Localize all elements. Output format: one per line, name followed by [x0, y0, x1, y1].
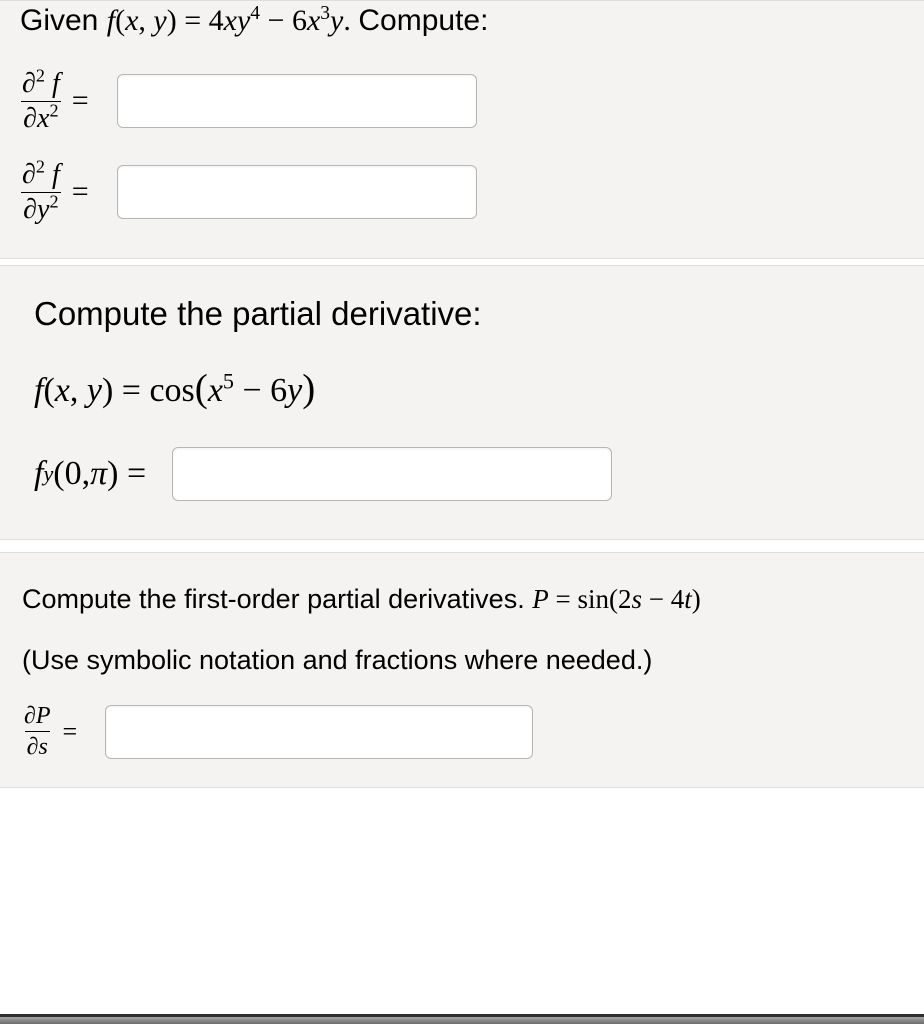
q1-input-dy2[interactable]: [117, 165, 477, 219]
fraction-dP-ds: ∂P ∂s: [22, 704, 53, 759]
q2-prompt: Compute the partial derivative:: [34, 292, 902, 337]
spacer: [0, 788, 924, 1014]
equals-sign: =: [72, 84, 89, 118]
q2-eval-lhs: fy(0, π) =: [34, 455, 146, 493]
q3-prompt-prefix: Compute the first-order partial derivati…: [22, 584, 532, 614]
q2-function: f(x, y) = cos(x5 − 6y): [34, 366, 902, 411]
q2-input[interactable]: [172, 447, 612, 501]
question-1-panel: Given f(x, y) = 4xy4 − 6x3y. Compute: ∂2…: [0, 0, 924, 259]
question-3-panel: Compute the first-order partial derivati…: [0, 552, 924, 788]
equals-sign: =: [72, 175, 89, 209]
q3-note: (Use symbolic notation and fractions whe…: [22, 645, 902, 676]
q3-row: ∂P ∂s =: [22, 704, 902, 759]
q1-row-dy2: ∂2 f ∂y2 =: [20, 161, 904, 224]
q3-expression: P = sin(2s − 4t): [532, 584, 701, 614]
question-2-panel: Compute the partial derivative: f(x, y) …: [0, 265, 924, 541]
q3-lhs: ∂P ∂s =: [22, 704, 91, 759]
equals-sign: =: [63, 717, 78, 747]
q1-prompt-suffix: Compute:: [358, 4, 488, 37]
q1-function: f(x, y) = 4xy4 − 6x3y.: [107, 4, 359, 37]
q1-prompt: Given f(x, y) = 4xy4 − 6x3y. Compute:: [20, 1, 904, 42]
q2-row: fy(0, π) =: [34, 447, 902, 501]
q1-row-dx2: ∂2 f ∂x2 =: [20, 70, 904, 133]
q3-input[interactable]: [105, 705, 533, 759]
q1-input-dx2[interactable]: [117, 74, 477, 128]
bottom-bar: [0, 1014, 924, 1024]
fraction-d2f-dy2: ∂2 f ∂y2: [20, 161, 62, 224]
q1-prompt-prefix: Given: [20, 4, 107, 37]
page: Given f(x, y) = 4xy4 − 6x3y. Compute: ∂2…: [0, 0, 924, 1024]
q1-lhs-dx2: ∂2 f ∂x2 =: [20, 70, 103, 133]
q1-lhs-dy2: ∂2 f ∂y2 =: [20, 161, 103, 224]
q3-prompt: Compute the first-order partial derivati…: [22, 581, 902, 617]
fraction-d2f-dx2: ∂2 f ∂x2: [20, 70, 62, 133]
